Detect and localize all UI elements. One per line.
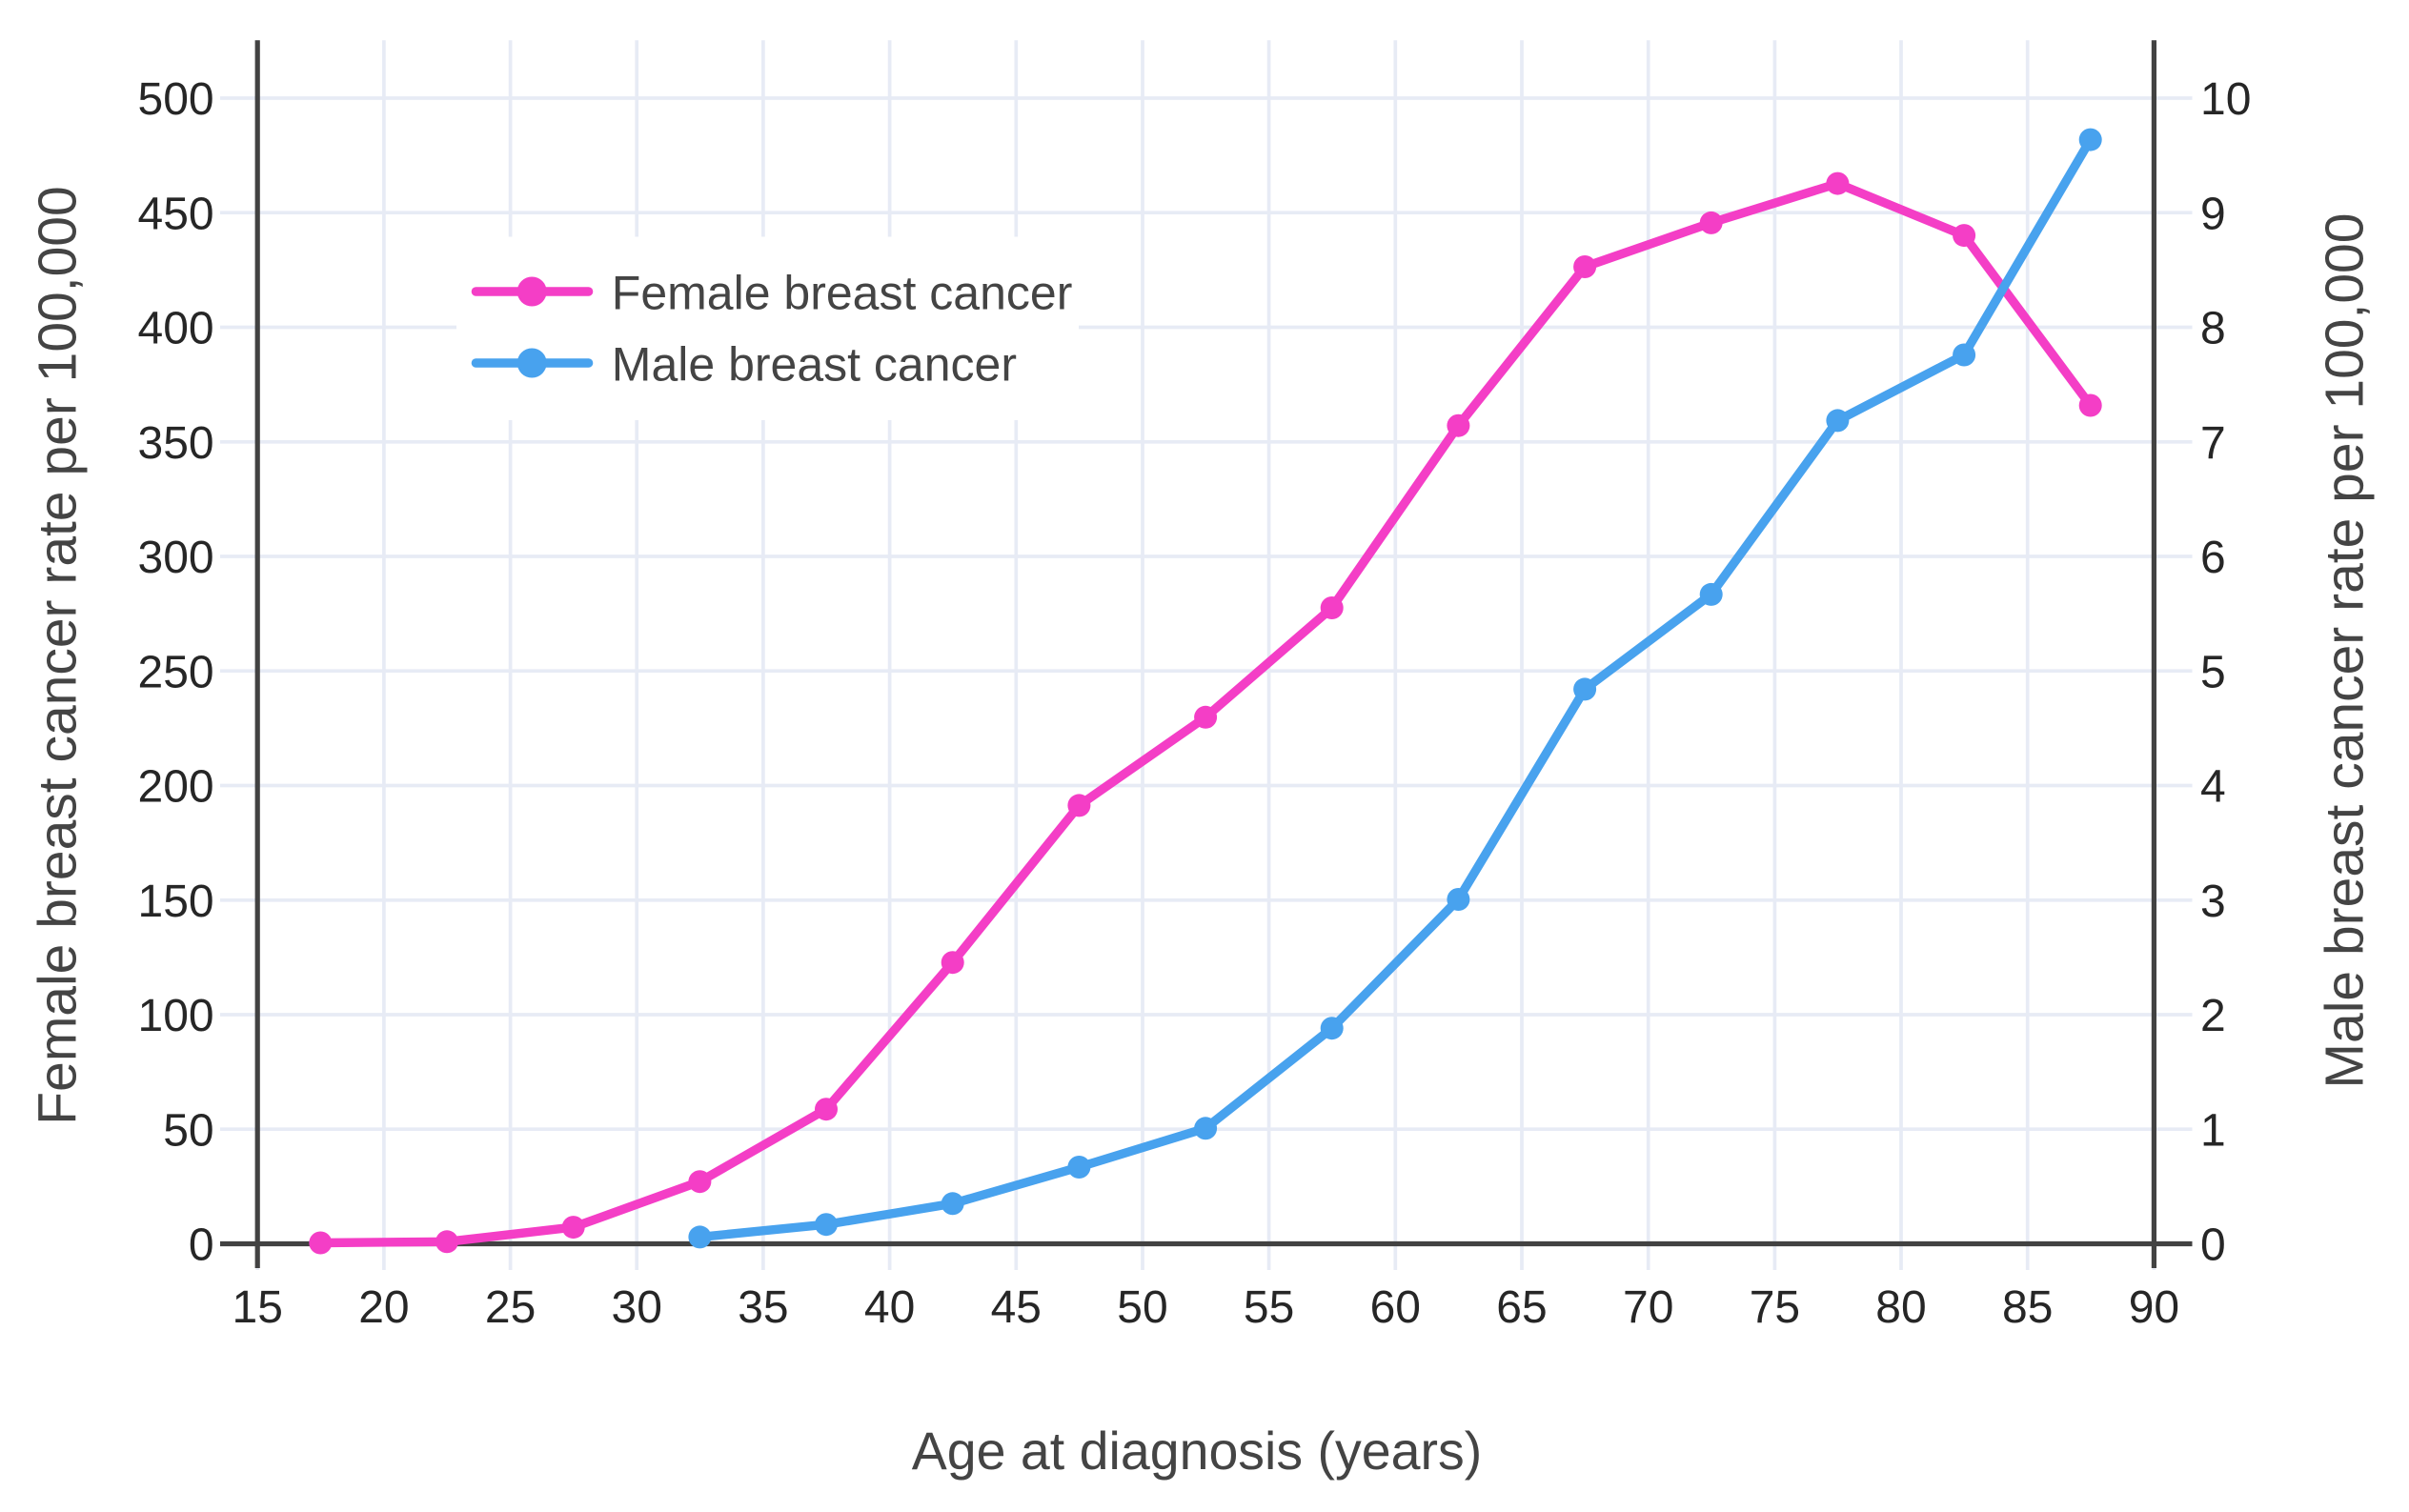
svg-text:500: 500 (138, 74, 214, 125)
svg-text:50: 50 (1117, 1282, 1167, 1333)
svg-text:40: 40 (864, 1282, 915, 1333)
svg-text:300: 300 (138, 533, 214, 583)
svg-text:45: 45 (991, 1282, 1042, 1333)
svg-text:60: 60 (1370, 1282, 1421, 1333)
svg-text:Female breast cancer rate per: Female breast cancer rate per 100,000 (28, 186, 89, 1124)
svg-text:9: 9 (2200, 189, 2226, 239)
svg-text:250: 250 (138, 648, 214, 698)
svg-text:Age at diagnosis (years): Age at diagnosis (years) (912, 1421, 1482, 1481)
svg-text:80: 80 (1875, 1282, 1926, 1333)
svg-text:200: 200 (138, 762, 214, 813)
svg-text:15: 15 (233, 1282, 283, 1333)
svg-text:Male breast cancer rate per 10: Male breast cancer rate per 100,000 (2314, 213, 2375, 1089)
svg-text:55: 55 (1244, 1282, 1294, 1333)
svg-text:150: 150 (138, 877, 214, 927)
svg-text:70: 70 (1623, 1282, 1673, 1333)
svg-text:35: 35 (738, 1282, 788, 1333)
svg-text:450: 450 (138, 189, 214, 239)
svg-text:6: 6 (2200, 533, 2226, 583)
svg-text:85: 85 (2002, 1282, 2053, 1333)
svg-text:100: 100 (138, 991, 214, 1041)
svg-text:90: 90 (2129, 1282, 2179, 1333)
svg-text:0: 0 (189, 1220, 214, 1271)
svg-text:25: 25 (485, 1282, 536, 1333)
svg-text:50: 50 (163, 1106, 213, 1157)
svg-text:7: 7 (2200, 418, 2226, 469)
svg-text:1: 1 (2200, 1106, 2226, 1157)
svg-text:4: 4 (2200, 762, 2226, 813)
svg-text:75: 75 (1750, 1282, 1800, 1333)
svg-text:3: 3 (2200, 877, 2226, 927)
svg-text:400: 400 (138, 304, 214, 354)
svg-text:2: 2 (2200, 991, 2226, 1041)
svg-text:65: 65 (1496, 1282, 1547, 1333)
svg-text:Male breast cancer: Male breast cancer (612, 338, 1017, 392)
svg-text:350: 350 (138, 418, 214, 469)
svg-text:20: 20 (358, 1282, 409, 1333)
svg-text:10: 10 (2200, 74, 2251, 125)
svg-text:Female breast cancer: Female breast cancer (612, 267, 1073, 320)
svg-text:5: 5 (2200, 648, 2226, 698)
svg-text:0: 0 (2200, 1220, 2226, 1271)
svg-text:30: 30 (612, 1282, 662, 1333)
svg-text:8: 8 (2200, 304, 2226, 354)
